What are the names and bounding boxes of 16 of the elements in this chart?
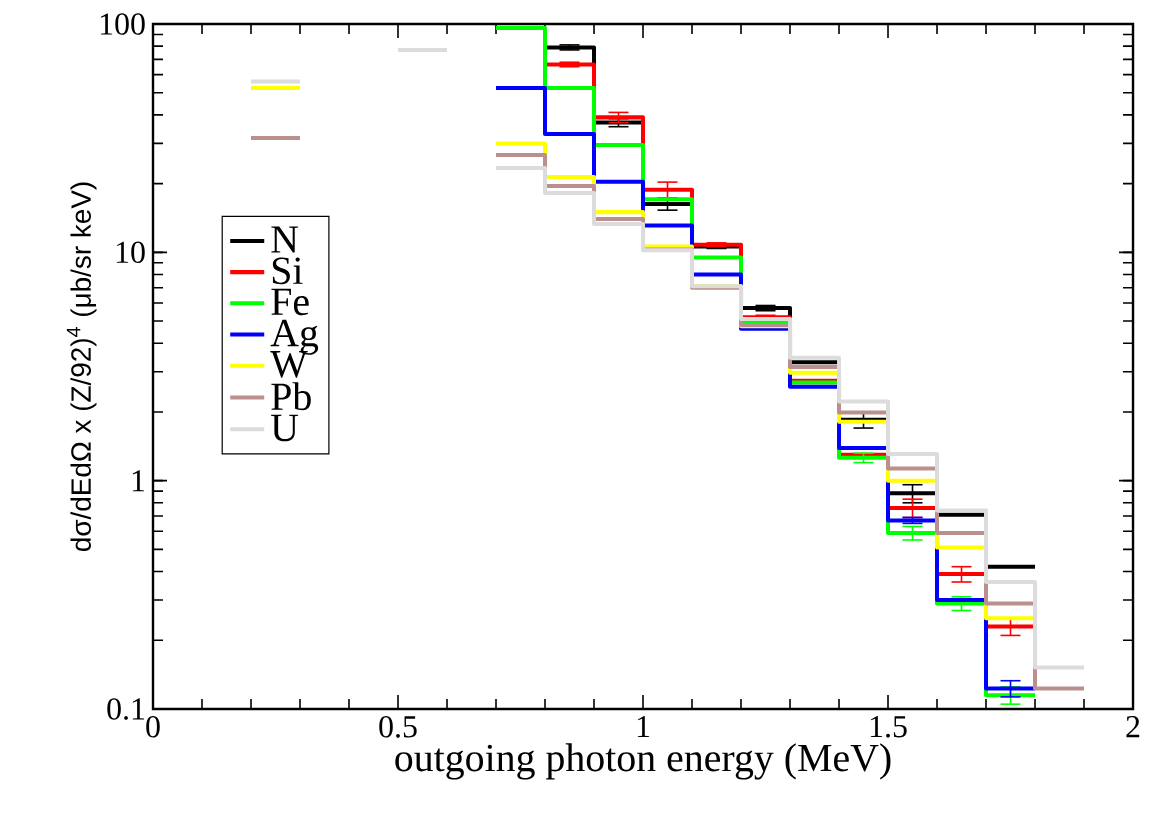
legend-label: N xyxy=(271,226,299,253)
x-tick-label: 1 xyxy=(637,716,650,738)
legend-label: Pb xyxy=(271,382,311,411)
y-tick-label: 100 xyxy=(100,13,145,35)
x-tick-label: 0.5 xyxy=(379,716,417,738)
y-tick-label: 0.1 xyxy=(107,698,145,720)
y-tick-label: 1 xyxy=(132,470,145,492)
x-tick-label: 2 xyxy=(1126,716,1140,738)
x-axis-title: outgoing photon energy (MeV) xyxy=(395,743,891,780)
x-tick-label: 1.5 xyxy=(870,716,907,738)
y-axis-title: dσ/dEdΩ x (Z/92)$^{4}$ (μb/sr keV) xyxy=(66,182,97,552)
legend-label: U xyxy=(271,414,299,442)
legend-label: Si xyxy=(272,257,303,285)
x-tick-label: 0 xyxy=(146,716,160,738)
legend-label: Fe xyxy=(271,288,309,316)
y-tick-label: 10 xyxy=(116,241,145,264)
